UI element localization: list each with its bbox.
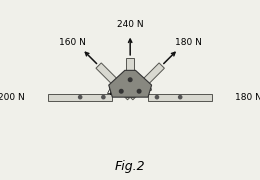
Circle shape <box>179 96 182 99</box>
Text: 180 N: 180 N <box>235 93 260 102</box>
Circle shape <box>102 96 105 99</box>
Text: 45°: 45° <box>139 88 154 97</box>
Text: Fig.2: Fig.2 <box>115 160 146 173</box>
Polygon shape <box>127 63 164 100</box>
Bar <box>48 94 112 101</box>
Circle shape <box>79 96 82 99</box>
Text: 180 N: 180 N <box>175 37 202 46</box>
Circle shape <box>119 89 123 93</box>
Polygon shape <box>96 63 133 100</box>
Bar <box>126 58 134 97</box>
Polygon shape <box>109 70 152 97</box>
Text: 200 N: 200 N <box>0 93 25 102</box>
Circle shape <box>137 89 141 93</box>
Text: 45°: 45° <box>107 88 121 97</box>
Circle shape <box>155 96 159 99</box>
Text: 160 N: 160 N <box>59 37 86 46</box>
Text: 240 N: 240 N <box>117 20 144 29</box>
Circle shape <box>128 78 132 82</box>
Bar <box>148 94 212 101</box>
